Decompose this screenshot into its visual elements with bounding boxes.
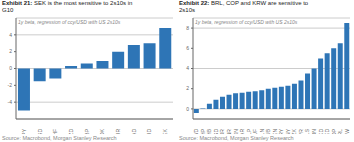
svg-text:THB: THB [206, 128, 212, 134]
svg-text:PHP: PHP [200, 128, 206, 134]
svg-text:MYR: MYR [298, 129, 304, 134]
svg-text:0: 0 [186, 106, 189, 112]
svg-text:6: 6 [186, 45, 189, 51]
svg-text:CHF: CHF [52, 129, 58, 134]
html-text:1y beta, regression of ccy/USD: 1y beta, regression of ccy/USD with US 2… [195, 19, 298, 25]
svg-text:HUF: HUF [252, 129, 258, 134]
svg-text:PLN: PLN [259, 129, 265, 134]
svg-text:CAD: CAD [131, 129, 137, 134]
svg-text:NZD: NZD [68, 129, 74, 134]
svg-text:-4: -4 [8, 99, 12, 105]
svg-text:SGD: SGD [213, 129, 219, 134]
svg-text:2: 2 [9, 48, 12, 54]
svg-text:COP: COP [331, 128, 337, 134]
svg-text:GBP: GBP [84, 128, 90, 134]
svg-text:2: 2 [186, 85, 189, 91]
svg-text:4: 4 [9, 32, 12, 38]
svg-text:IDR: IDR [219, 129, 225, 134]
svg-text:RON: RON [311, 129, 317, 134]
html-text:1y beta, regression of ccy/USD: 1y beta, regression of ccy/USD with US 2… [18, 19, 121, 25]
svg-text:EUR: EUR [115, 129, 121, 134]
svg-text:8: 8 [186, 25, 189, 31]
svg-text:TWD: TWD [193, 129, 199, 134]
html-text:Exhibit 21: SEK is the most se: Exhibit 21: SEK is the most sensitive to… [2, 0, 133, 13]
svg-text:ILS: ILS [304, 128, 310, 134]
svg-text:NOK: NOK [99, 128, 105, 134]
html-text:Source: Macrobond, Morgan Stan: Source: Macrobond, Morgan Stanley Resear… [2, 135, 117, 141]
svg-text:0: 0 [9, 65, 12, 71]
svg-text:AED: AED [324, 129, 330, 134]
svg-text:USD: USD [37, 129, 43, 134]
svg-text:CNY: CNY [285, 128, 291, 134]
svg-text:TRY: TRY [278, 128, 284, 134]
svg-text:INR: INR [226, 129, 232, 134]
svg-text:RUB: RUB [265, 128, 271, 134]
svg-text:4: 4 [186, 65, 189, 71]
svg-text:JPY: JPY [21, 128, 27, 134]
svg-text:-2: -2 [8, 82, 12, 88]
svg-text:BRL: BRL [337, 129, 343, 134]
svg-text:PEN: PEN [272, 129, 278, 134]
svg-text:CZK: CZK [291, 128, 297, 134]
html-text:Source: Macrobond, Morgan Stan: Source: Macrobond, Morgan Stanley Resear… [179, 135, 294, 141]
svg-text:ZAR: ZAR [239, 129, 245, 134]
svg-text:KRW: KRW [344, 129, 346, 134]
svg-text:HKD: HKD [318, 129, 324, 134]
svg-text:SEK: SEK [162, 128, 168, 134]
svg-text:MXN: MXN [233, 129, 239, 134]
svg-text:CLP: CLP [246, 128, 252, 134]
html-text:Exhibit 22: BRL, COP and KRW a: Exhibit 22: BRL, COP and KRW are sensiti… [179, 0, 309, 13]
svg-text:AUD: AUD [146, 129, 152, 134]
